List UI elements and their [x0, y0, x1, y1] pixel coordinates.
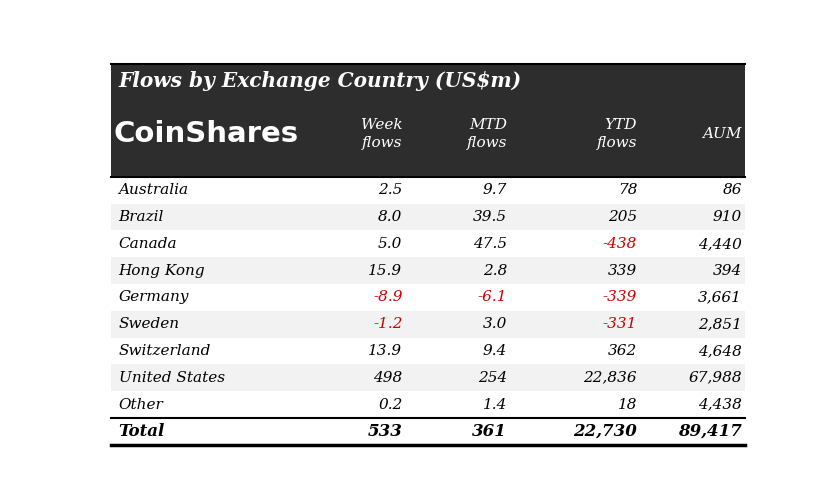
Text: 86: 86	[722, 183, 741, 197]
Text: 3,661: 3,661	[698, 290, 741, 304]
Text: 39.5: 39.5	[473, 210, 507, 224]
Text: -438: -438	[603, 237, 637, 251]
Text: 394: 394	[712, 264, 741, 278]
Text: Brazil: Brazil	[119, 210, 164, 224]
Text: 4,440: 4,440	[698, 237, 741, 251]
Text: 0.2: 0.2	[378, 398, 402, 411]
Text: 2,851: 2,851	[698, 317, 741, 331]
Text: YTD
flows: YTD flows	[597, 118, 637, 150]
Text: Sweden: Sweden	[119, 317, 180, 331]
Bar	[111, 284, 745, 311]
Text: MTD
flows: MTD flows	[467, 118, 507, 150]
Text: Switzerland: Switzerland	[119, 344, 211, 358]
Text: 9.7: 9.7	[483, 183, 507, 197]
Text: Flows by Exchange Country (US$m): Flows by Exchange Country (US$m)	[119, 72, 522, 91]
Bar	[111, 65, 745, 177]
Text: 15.9: 15.9	[368, 264, 402, 278]
Bar	[111, 418, 745, 445]
Text: 18: 18	[618, 398, 637, 411]
Bar	[111, 230, 745, 257]
Text: -331: -331	[603, 317, 637, 331]
Bar	[111, 177, 745, 204]
Text: 5.0: 5.0	[378, 237, 402, 251]
Text: Hong Kong: Hong Kong	[119, 264, 205, 278]
Text: CoinShares: CoinShares	[114, 120, 299, 148]
Bar	[111, 311, 745, 338]
Text: 362: 362	[608, 344, 637, 358]
Text: 910: 910	[712, 210, 741, 224]
Bar	[111, 338, 745, 364]
Text: 361: 361	[473, 423, 507, 440]
Text: Other: Other	[119, 398, 164, 411]
Text: 89,417: 89,417	[678, 423, 741, 440]
Text: 9.4: 9.4	[483, 344, 507, 358]
Text: 339: 339	[608, 264, 637, 278]
Text: -6.1: -6.1	[478, 290, 507, 304]
Text: Week
flows: Week flows	[361, 118, 402, 150]
Text: -8.9: -8.9	[373, 290, 402, 304]
Text: 78: 78	[618, 183, 637, 197]
Text: 47.5: 47.5	[473, 237, 507, 251]
Text: 1.4: 1.4	[483, 398, 507, 411]
Text: Total: Total	[119, 423, 165, 440]
Text: Australia: Australia	[119, 183, 189, 197]
Text: 498: 498	[373, 371, 402, 385]
Bar	[111, 391, 745, 418]
Text: -339: -339	[603, 290, 637, 304]
Bar	[111, 204, 745, 230]
Text: Germany: Germany	[119, 290, 189, 304]
Text: 2.5: 2.5	[378, 183, 402, 197]
Bar	[111, 257, 745, 284]
Text: 533: 533	[367, 423, 402, 440]
Text: 3.0: 3.0	[483, 317, 507, 331]
Text: Canada: Canada	[119, 237, 177, 251]
Text: AUM: AUM	[702, 127, 741, 141]
Text: 8.0: 8.0	[378, 210, 402, 224]
Text: 254: 254	[478, 371, 507, 385]
Text: 205: 205	[608, 210, 637, 224]
Bar	[111, 364, 745, 391]
Text: 2.8: 2.8	[483, 264, 507, 278]
Text: 13.9: 13.9	[368, 344, 402, 358]
Text: -1.2: -1.2	[373, 317, 402, 331]
Text: 22,730: 22,730	[574, 423, 637, 440]
Text: 4,438: 4,438	[698, 398, 741, 411]
Text: 22,836: 22,836	[584, 371, 637, 385]
Text: 67,988: 67,988	[688, 371, 741, 385]
Text: United States: United States	[119, 371, 225, 385]
Text: 4,648: 4,648	[698, 344, 741, 358]
